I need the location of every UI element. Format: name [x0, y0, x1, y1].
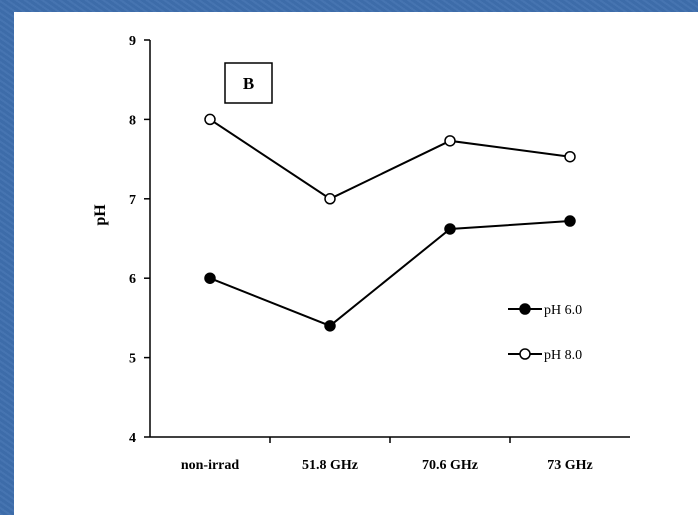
series-layer	[204, 113, 576, 332]
x-tick-label: 51.8 GHz	[302, 458, 358, 473]
series-line	[209, 220, 571, 327]
panel-label-box	[224, 62, 273, 104]
x-axis-ticks: non-irrad 51.8 GHz 70.6 GHz 73 GHz	[181, 437, 593, 473]
ph-line-chart: 4 5 6 7 8 9 non-irrad 51.8 GHz 70.6 GHz 73 GHz p…	[92, 34, 630, 473]
x-tick-label: non-irrad	[181, 458, 240, 473]
y-axis-ticks: 4 5 6 7 8 9	[129, 34, 150, 446]
y-tick-label: 8	[129, 113, 136, 128]
legend-item: pH 8.0	[508, 348, 582, 363]
panel-label-badge: B	[224, 62, 273, 104]
x-tick-label: 70.6 GHz	[422, 458, 478, 473]
y-tick-label: 6	[129, 272, 136, 287]
y-tick-label: 9	[129, 34, 136, 49]
data-point	[444, 223, 456, 235]
legend: pH 6.0 pH 8.0	[508, 303, 582, 363]
y-axis-title: pH	[92, 204, 109, 226]
y-tick-label: 7	[129, 193, 136, 208]
legend-marker	[519, 348, 531, 360]
legend-label: pH 8.0	[544, 348, 582, 363]
data-point	[564, 215, 576, 227]
y-tick-label: 5	[129, 352, 136, 367]
series-ph-8-0	[204, 113, 576, 205]
x-tick-label: 73 GHz	[547, 458, 593, 473]
data-point	[564, 150, 576, 163]
panel-label-text: B	[243, 74, 254, 93]
legend-label: pH 6.0	[544, 303, 582, 318]
y-tick-label: 4	[129, 431, 136, 446]
data-point	[324, 193, 336, 205]
series-ph-6-0	[204, 215, 576, 332]
data-point	[324, 320, 336, 332]
data-point	[204, 272, 216, 284]
legend-marker	[519, 303, 531, 315]
legend-item: pH 6.0	[508, 303, 582, 318]
data-point	[204, 113, 216, 126]
chart-axes	[149, 40, 630, 438]
series-line	[209, 118, 571, 200]
slide-panel: 4 5 6 7 8 9 non-irrad 51.8 GHz 70.6 GHz 73 GHz p…	[14, 12, 698, 515]
data-point	[444, 135, 456, 147]
